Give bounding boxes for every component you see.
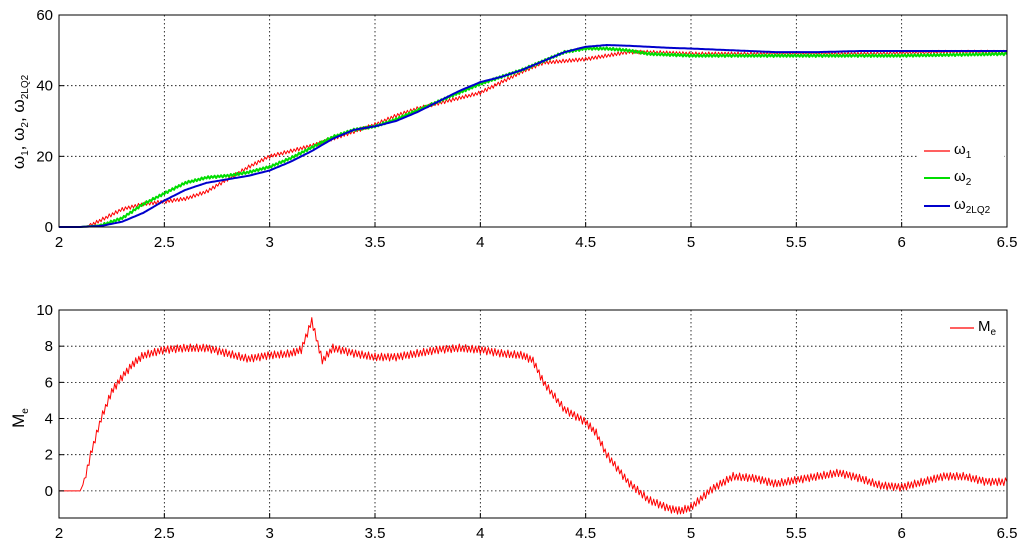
bot-y-tick-label: 4 <box>45 411 53 428</box>
bot-y-tick-label: 2 <box>45 447 53 464</box>
top-grid <box>59 15 1007 227</box>
bottom-chart: 2 2.5 3 3.5 4 4.5 5 5.5 6 6.5 0 2 4 6 8 10 Me Me <box>9 302 1017 542</box>
top-series-3-line <box>59 44 1007 228</box>
bottom-legend: Me <box>944 313 1004 343</box>
top-y-tick-label: 0 <box>45 219 53 236</box>
top-chart: 2 2.5 3 3.5 4 4.5 5 5.5 6 6.5 0 20 40 60 ω1, ω2, ω2L… <box>9 7 1017 251</box>
bot-x-tick-label: 2 <box>55 525 63 542</box>
bottom-y-axis-label: Me <box>9 408 31 428</box>
top-x-tick-label: 6.5 <box>997 234 1018 251</box>
bot-y-tick-label: 8 <box>45 338 53 355</box>
bot-x-tick-label: 6.5 <box>997 525 1018 542</box>
bot-x-tick-label: 6 <box>897 525 905 542</box>
top-x-tick-label: 3.5 <box>365 234 386 251</box>
top-y-tick-label: 40 <box>36 78 53 95</box>
top-x-tick-label: 4 <box>476 234 484 251</box>
bottom-series-group <box>59 317 1008 515</box>
top-x-tick-label: 2 <box>55 234 63 251</box>
top-plot-frame <box>58 14 1008 228</box>
top-x-tick-label: 4.5 <box>575 234 596 251</box>
top-series-1-line <box>59 49 1008 228</box>
top-x-tick-label: 2.5 <box>154 234 175 251</box>
bot-x-tick-label: 4.5 <box>575 525 596 542</box>
bottom-plot-frame <box>58 309 1008 519</box>
legend-label-me: Me <box>978 318 997 338</box>
bot-y-tick-label: 0 <box>45 483 53 500</box>
top-y-axis-label: ω1, ω2, ω2LQ2 <box>9 74 31 169</box>
bottom-x-axis: 2 2.5 3 3.5 4 4.5 5 5.5 6 6.5 <box>55 513 1018 542</box>
top-y-axis: 0 20 40 60 <box>36 7 64 236</box>
legend-label-omega1: ω1 <box>954 141 972 161</box>
bottom-y-axis: 0 2 4 6 8 10 <box>36 302 64 500</box>
bot-x-tick-label: 4 <box>476 525 484 542</box>
top-x-tick-label: 6 <box>897 234 905 251</box>
bot-x-tick-label: 3.5 <box>365 525 386 542</box>
top-x-tick-label: 5 <box>687 234 695 251</box>
top-x-axis: 2 2.5 3 3.5 4 4.5 5 5.5 6 6.5 <box>55 222 1018 251</box>
top-x-tick-label: 3 <box>265 234 273 251</box>
bot-series-1-line <box>59 317 1008 515</box>
bot-x-tick-label: 5 <box>687 525 695 542</box>
bot-x-tick-label: 5.5 <box>786 525 807 542</box>
legend-label-omega2lq2: ω2LQ2 <box>954 196 991 216</box>
top-y-tick-label: 60 <box>36 7 53 24</box>
bottom-plot-area <box>59 310 1007 518</box>
top-legend: ω1 ω2 ω2LQ2 <box>918 136 1004 220</box>
bot-y-tick-label: 10 <box>36 302 53 319</box>
legend-label-omega2: ω2 <box>954 168 972 188</box>
top-series-group <box>59 44 1008 228</box>
top-x-tick-label: 5.5 <box>786 234 807 251</box>
bot-y-tick-label: 6 <box>45 374 53 391</box>
top-y-tick-label: 20 <box>36 148 53 165</box>
bot-x-tick-label: 2.5 <box>154 525 175 542</box>
bot-x-tick-label: 3 <box>265 525 273 542</box>
